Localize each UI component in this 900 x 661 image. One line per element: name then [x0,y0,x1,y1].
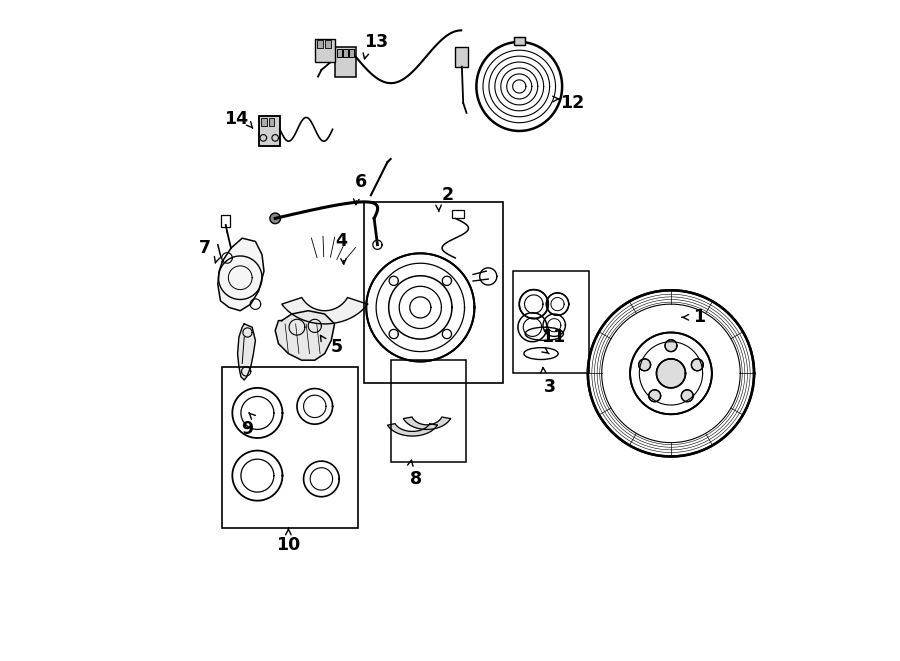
Text: 6: 6 [355,173,367,191]
Polygon shape [656,359,686,388]
Text: 14: 14 [223,110,248,128]
Bar [455,47,469,67]
Polygon shape [630,332,712,414]
Bar [268,118,274,126]
Bar [335,47,356,77]
Text: 12: 12 [560,94,584,112]
Bar [338,49,342,58]
Polygon shape [546,293,569,315]
Bar [258,116,280,146]
Polygon shape [649,390,661,402]
Bar [222,367,357,528]
Text: 1: 1 [693,308,705,327]
Polygon shape [282,297,367,324]
Bar [221,215,230,227]
Polygon shape [519,290,548,319]
Polygon shape [388,424,437,436]
Bar [343,49,347,58]
Text: 10: 10 [276,536,301,554]
Bar [364,202,503,383]
Bar [513,271,589,373]
Text: 13: 13 [364,32,388,51]
Polygon shape [691,359,703,371]
Bar [325,40,331,48]
Text: 4: 4 [335,233,347,251]
Polygon shape [275,311,335,360]
Bar [261,118,266,126]
Polygon shape [403,417,451,430]
Polygon shape [238,324,256,380]
Text: 11: 11 [542,328,566,346]
Text: 5: 5 [330,338,343,356]
Polygon shape [366,253,474,362]
Polygon shape [665,340,677,352]
Polygon shape [218,238,264,311]
Bar [315,39,335,62]
Bar [318,40,323,48]
Bar [258,116,280,146]
Bar [514,37,525,45]
Text: 2: 2 [442,186,454,204]
Polygon shape [681,390,693,402]
Ellipse shape [476,42,562,131]
Bar [514,37,525,45]
Bar [452,210,464,218]
Bar [349,49,354,58]
Polygon shape [639,359,651,371]
Text: 8: 8 [410,470,422,488]
Polygon shape [270,213,281,223]
Polygon shape [588,290,754,457]
Bar [391,360,466,463]
Text: 3: 3 [544,377,556,395]
Text: 9: 9 [241,420,254,438]
Text: 7: 7 [199,239,211,257]
